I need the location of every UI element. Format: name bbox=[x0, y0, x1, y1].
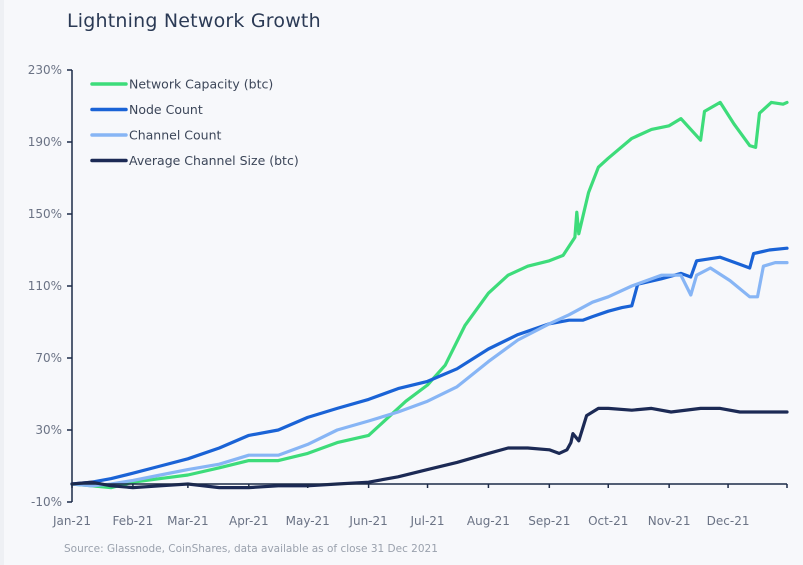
left-border-strip bbox=[0, 0, 4, 565]
legend: Network Capacity (btc) Node Count Channel … bbox=[90, 77, 299, 168]
legend-label-channel-count: Channel Count bbox=[129, 128, 222, 143]
x-tick-label: Nov-21 bbox=[648, 514, 691, 528]
x-tick-label: Sep-21 bbox=[528, 514, 570, 528]
source-note: Source: Glassnode, CoinShares, data avai… bbox=[64, 543, 438, 555]
x-tick-label: Jan-21 bbox=[52, 514, 91, 528]
x-tick-label: Dec-21 bbox=[707, 514, 750, 528]
x-tick-label: Aug-21 bbox=[467, 514, 510, 528]
legend-label-network-capacity-btc: Network Capacity (btc) bbox=[129, 77, 273, 92]
x-tick-label: Oct-21 bbox=[588, 514, 628, 528]
y-tick-label: 30% bbox=[35, 423, 62, 437]
chart-area: -10% 30% 70% 110% 150% 190% 230% Jan-21 Feb-21 Ma… bbox=[28, 63, 789, 528]
x-tick-label: Jul-21 bbox=[409, 514, 444, 528]
y-tick-label: 110% bbox=[28, 279, 62, 293]
x-tick-label: Jun-21 bbox=[348, 514, 387, 528]
x-tick-label: May-21 bbox=[286, 514, 330, 528]
chart-title: Lightning Network Growth bbox=[67, 10, 321, 32]
y-tick-label: 150% bbox=[28, 207, 62, 221]
x-tick-label: Mar-21 bbox=[167, 514, 208, 528]
y-tick-label: 70% bbox=[35, 351, 62, 365]
series-line-network-capacity-btc bbox=[70, 100, 789, 490]
legend-label-average-channel-size-btc: Average Channel Size (btc) bbox=[129, 153, 299, 168]
series-layer bbox=[70, 100, 789, 490]
series-line-node-count bbox=[70, 246, 789, 486]
series-line-average-channel-size-btc bbox=[70, 406, 789, 490]
x-tick-label: Feb-21 bbox=[112, 514, 153, 528]
x-tick-label: Apr-21 bbox=[229, 514, 269, 528]
axes-layer: -10% 30% 70% 110% 150% 190% 230% Jan-21 Feb-21 Ma… bbox=[28, 63, 788, 528]
y-tick-label: 230% bbox=[28, 63, 62, 77]
legend-label-node-count: Node Count bbox=[129, 102, 203, 117]
y-tick-label: -10% bbox=[31, 495, 62, 509]
y-tick-label: 190% bbox=[28, 135, 62, 149]
series-line-channel-count bbox=[70, 261, 789, 488]
